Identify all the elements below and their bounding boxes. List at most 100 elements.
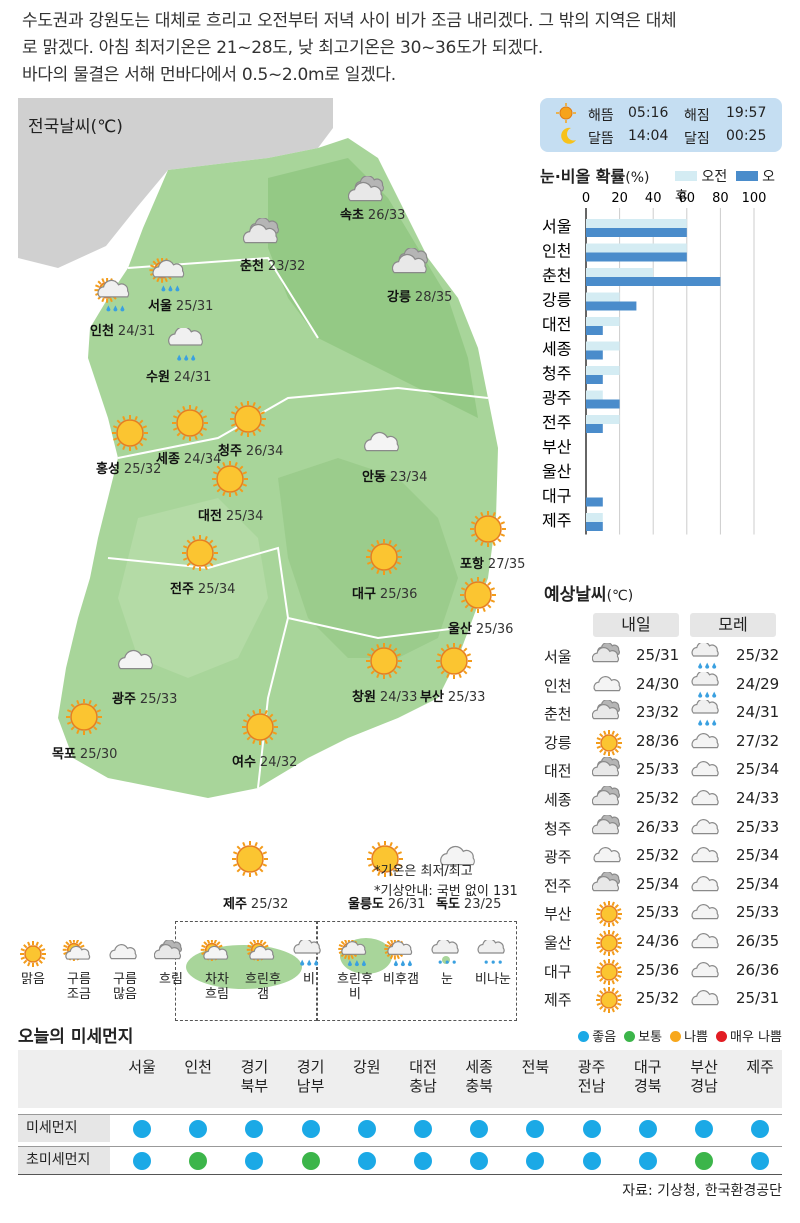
bar-am xyxy=(586,317,620,326)
chart-title: 눈·비올 확률(%) xyxy=(540,163,649,187)
dust-level-dot xyxy=(695,1120,713,1138)
city-name: 속초 xyxy=(340,208,364,223)
city-temp: 24/31 xyxy=(117,324,156,339)
forecast-city: 울산 xyxy=(544,934,572,952)
forecast-tomorrow-temp: 25/33 xyxy=(636,903,680,922)
sun-icon xyxy=(108,414,152,456)
city-name: 세종 xyxy=(156,452,180,467)
island-temp: 23/25 xyxy=(463,897,502,912)
sun-cloud-rain-icon xyxy=(148,257,192,300)
forecast-city: 춘천 xyxy=(544,705,572,724)
precip-probability-chart: 눈·비올 확률(%) 오전 오후 0 20 40 60 80 100 서울 인천 춘천 강릉 대전 세… xyxy=(540,160,785,580)
bar-pm xyxy=(586,228,687,237)
region-header: 대구 경북 xyxy=(620,1058,676,1096)
legend-label: 흐린후 xyxy=(245,972,281,987)
bar-am xyxy=(586,366,620,375)
table-bottom-rule xyxy=(18,1174,782,1175)
cloud-icon xyxy=(438,840,482,882)
region-line-1: 대전 xyxy=(409,1058,437,1076)
cloudy-icon xyxy=(591,785,626,818)
region-line-2: 충북 xyxy=(465,1077,493,1095)
forecast-dayafter-temp: 26/35 xyxy=(736,932,780,950)
island-name: 울릉도 xyxy=(348,897,384,912)
category-label: 서울 xyxy=(542,217,571,236)
dust-row-label: 미세먼지 xyxy=(18,1115,110,1142)
region-header: 인천 xyxy=(170,1058,226,1077)
legend-am-label: 오전 xyxy=(701,169,728,185)
category-label: 강릉 xyxy=(542,291,571,310)
forecast-tomorrow-temp: 26/33 xyxy=(636,817,680,836)
sunset-time: 19:57 xyxy=(726,105,767,121)
forecast-dayafter-temp: 26/36 xyxy=(736,960,780,979)
sun-cloud-icon xyxy=(244,938,282,972)
chart-unit: (%) xyxy=(625,170,650,186)
region-line-1: 강원 xyxy=(352,1058,381,1076)
bar-am xyxy=(586,341,620,351)
dust-level-dot xyxy=(133,1152,151,1170)
city-name: 안동 xyxy=(362,470,386,485)
city-temp: 25/34 xyxy=(197,582,236,597)
legend-label: 흐림 xyxy=(159,972,183,987)
city-name: 춘천 xyxy=(240,259,264,274)
intro-line: 로 맑겠다. 아침 최저기온은 21~28도, 낮 최고기온은 30~36도가 … xyxy=(22,38,543,58)
intro-line: 바다의 물결은 서해 먼바다에서 0.5~2.0m로 일겠다. xyxy=(22,65,396,85)
forecast-city: 세종 xyxy=(544,791,572,809)
bar-pm xyxy=(586,497,603,507)
sun-icon xyxy=(592,929,626,961)
city-temp: 24/33 xyxy=(379,690,418,705)
region-header: 세종 충북 xyxy=(451,1058,507,1096)
forecast-tomorrow-temp: 28/36 xyxy=(636,731,680,750)
sun-icon xyxy=(456,576,500,618)
legend-entry: 흐린후 갬 xyxy=(244,938,282,1002)
sun-icon xyxy=(466,510,510,552)
forecast-row: 대전 25/33 25/34 xyxy=(540,756,785,785)
forecast-city: 부산 xyxy=(544,905,572,924)
cloudy-icon xyxy=(591,699,626,732)
x-tick-label: 60 xyxy=(679,191,696,206)
forecast-dayafter-temp: 25/33 xyxy=(736,903,780,922)
dust-level-dot xyxy=(357,1120,376,1138)
note-temperature: *기온은 최저/최고 xyxy=(374,864,473,879)
city-label: 홍성 25/32 xyxy=(96,458,161,477)
island-label: 독도 23/25 xyxy=(436,893,501,912)
cloud-icon xyxy=(690,815,724,847)
forecast-dayafter-temp: 25/34 xyxy=(736,846,780,865)
dust-level-dot xyxy=(189,1152,208,1170)
x-tick-label: 80 xyxy=(712,191,729,206)
legend-entry: 흐린후 비 xyxy=(336,938,374,1002)
moon-row: 달뜸 14:04 달짐 00:25 xyxy=(540,125,782,149)
sun-cloud-rain-icon xyxy=(382,938,420,972)
region-line-2: 전남 xyxy=(577,1077,606,1095)
x-tick-label: 0 xyxy=(582,191,590,206)
bar-pm xyxy=(586,522,603,531)
legend-dot xyxy=(624,1031,636,1042)
dust-level-dot xyxy=(751,1120,770,1138)
city-temp: 24/32 xyxy=(259,755,298,770)
city-label: 수원 24/31 xyxy=(146,366,211,385)
city-name: 홍성 xyxy=(96,462,120,477)
chart-legend: 오전 오후 xyxy=(675,166,785,206)
sun-cloud-icon xyxy=(198,938,236,972)
city-temp: 23/32 xyxy=(267,259,306,274)
city-temp: 28/35 xyxy=(414,290,453,305)
city-name: 전주 xyxy=(170,582,194,597)
city-name: 수원 xyxy=(146,370,170,385)
cloud-icon xyxy=(690,958,724,990)
island-label: 제주 25/32 xyxy=(223,893,288,912)
forecast-row: 광주 25/32 25/34 xyxy=(540,843,785,871)
city-name: 청주 xyxy=(218,444,242,459)
city-label: 여수 24/32 xyxy=(232,751,297,770)
forecast-dayafter-temp: 25/32 xyxy=(736,646,780,664)
category-label: 울산 xyxy=(542,462,572,481)
city-label: 창원 24/33 xyxy=(352,686,417,705)
sun-cloud-rain-icon xyxy=(336,938,374,972)
dust-level-dot xyxy=(526,1152,545,1170)
city-name: 목포 xyxy=(52,747,76,762)
island-temp: 25/32 xyxy=(250,897,289,912)
intro-line: 수도권과 강원도는 대체로 흐리고 오전부터 저녁 사이 비가 조금 내리겠다.… xyxy=(22,11,677,31)
forecast-dayafter-temp: 24/31 xyxy=(736,703,780,722)
bar-am xyxy=(586,292,620,302)
city-label: 대전 25/34 xyxy=(198,505,263,524)
forecast-dayafter-temp: 24/33 xyxy=(736,789,780,807)
legend-entry: 눈 xyxy=(428,938,466,987)
